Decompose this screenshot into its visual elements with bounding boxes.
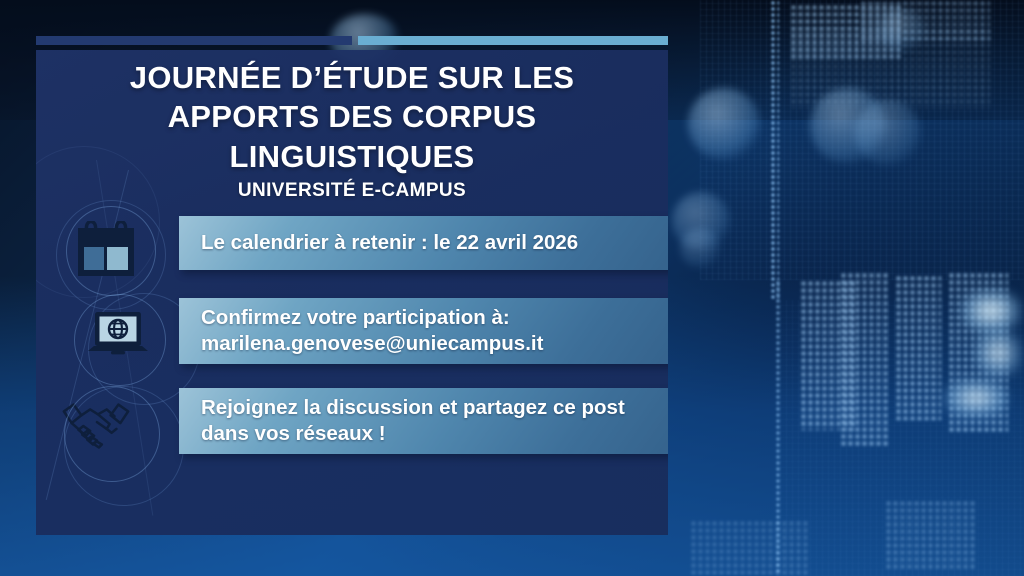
info-box-share: Rejoignez la discussion et partagez ce p… [179,388,668,454]
info-box-share-line-2: dans vos réseaux ! [201,422,386,445]
info-box-email: Confirmez votre participation à: marilen… [179,298,668,364]
bokeh-circle-2 [810,88,886,164]
calendar-icon-wrap [66,206,156,296]
handshake-icon-ring [64,386,160,482]
info-box-share-line-1: Rejoignez la discussion et partagez ce p… [201,395,625,419]
led-strip-vertical [770,0,779,300]
led-glow-blob-2 [975,330,1021,376]
led-glow-blob-3 [945,380,1007,416]
info-box-share-text: Rejoignez la discussion et partagez ce p… [179,395,637,447]
info-box-email-line-2[interactable]: marilena.genovese@uniecampus.it [201,332,544,355]
led-cluster-top-c [790,28,990,108]
handshake-icon-wrap [58,386,160,482]
title-line-2: APPORTS DES CORPUS [167,99,537,135]
led-cluster-top-b [860,0,990,44]
bokeh-circle-5 [680,228,720,268]
calendar-icon-ring [66,206,156,296]
bokeh-circle-3 [855,100,921,166]
info-box-date-line-1: Le calendrier à retenir : le 22 avril 20… [201,230,579,254]
led-cluster-top-a [790,4,900,58]
accent-bar-dark [36,36,352,45]
title-line-1: JOURNÉE D’ÉTUDE SUR LES [129,60,575,95]
info-box-email-text: Confirmez votre participation à: marilen… [179,305,555,357]
content-panel: JOURNÉE D’ÉTUDE SUR LES APPORTS DES CORP… [36,50,668,535]
laptop-globe-icon-ring [74,294,166,386]
led-glow-blob-1 [962,290,1020,332]
accent-bar-light [358,36,668,45]
page-title: JOURNÉE D’ÉTUDE SUR LES APPORTS DES CORP… [36,58,668,176]
bokeh-circle-4 [672,192,730,250]
info-box-date-text: Le calendrier à retenir : le 22 avril 20… [179,230,590,256]
info-box-email-line-1: Confirmez votre participation à: [201,305,510,329]
title-line-3: LINGUISTIQUES [229,138,475,174]
bokeh-circle-6 [880,8,924,52]
led-digits-cluster-2 [840,272,888,447]
led-digits-cluster-6 [690,520,810,576]
page-subtitle: UNIVERSITÉ E-CAMPUS [237,180,467,201]
led-digits-cluster-5 [885,500,975,570]
info-box-date: Le calendrier à retenir : le 22 avril 20… [179,216,668,270]
led-digits-cluster-3 [895,275,941,420]
bokeh-circle-1 [688,88,760,160]
led-strip-vertical-2 [775,280,782,576]
laptop-globe-icon-wrap [74,294,166,386]
